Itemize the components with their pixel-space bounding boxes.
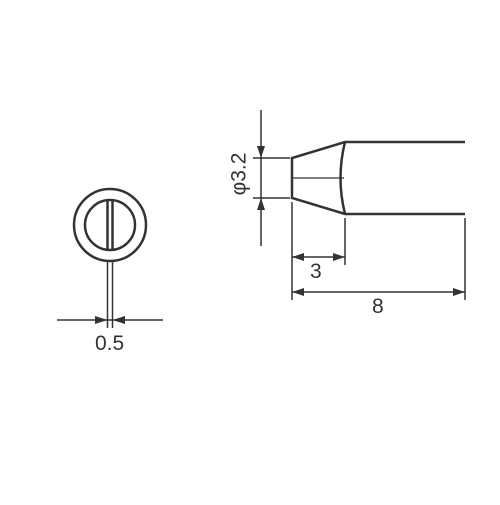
side-view (253, 110, 465, 300)
dim-overall-length: 8 (372, 295, 384, 319)
dim-diameter: φ3.2 (227, 153, 251, 196)
dim-tip-length: 3 (310, 260, 322, 284)
front-view (57, 189, 163, 328)
dim-slot-width: 0.5 (95, 332, 124, 356)
drawing-svg (0, 0, 500, 500)
technical-drawing: 0.5 φ3.2 3 8 (0, 0, 500, 500)
